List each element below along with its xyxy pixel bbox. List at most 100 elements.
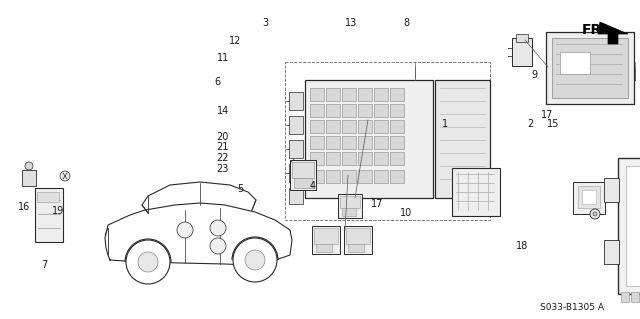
Bar [326,152,340,165]
Bar [374,170,388,183]
Circle shape [245,250,265,270]
Text: 8: 8 [403,18,410,28]
Bar [390,136,404,149]
Bar [374,120,388,133]
Bar [312,226,340,254]
Bar [516,34,528,42]
Bar [37,192,59,202]
Text: 4: 4 [309,181,316,191]
Bar [294,178,312,188]
Polygon shape [598,22,628,44]
Text: 17: 17 [541,110,554,120]
Bar [285,62,490,220]
Bar [292,162,314,178]
Bar [358,170,372,183]
Text: FR.: FR. [582,23,608,37]
Text: 21: 21 [216,142,229,152]
Bar [348,244,364,252]
Circle shape [210,238,226,254]
Bar [326,88,340,101]
Bar [342,120,356,133]
Bar [452,168,500,216]
Text: 13: 13 [344,18,357,28]
Bar [374,152,388,165]
Bar [305,80,433,198]
Text: 9: 9 [531,70,538,80]
Text: 6: 6 [214,77,221,87]
Text: 14: 14 [216,106,229,116]
Bar [546,32,634,104]
Bar [326,136,340,149]
Bar [573,182,605,214]
Text: 2: 2 [527,119,533,129]
Text: 18: 18 [515,241,528,251]
Text: 20: 20 [216,131,229,142]
Bar [314,228,338,244]
Bar [342,136,356,149]
Text: 3: 3 [262,18,269,28]
Text: 19: 19 [51,206,64,216]
Bar [342,104,356,117]
Text: 17: 17 [371,198,384,209]
Bar [338,194,362,218]
Bar [358,152,372,165]
Bar [289,188,303,204]
Circle shape [593,212,597,216]
Bar [621,292,629,302]
Bar [289,140,303,158]
Text: 22: 22 [216,153,229,163]
Bar [435,80,490,198]
Circle shape [590,209,600,219]
Bar [310,104,324,117]
Bar [390,88,404,101]
Text: 23: 23 [216,164,229,174]
Bar [578,186,600,208]
Bar [631,292,639,302]
Bar [560,52,590,74]
Circle shape [126,240,170,284]
Bar [358,120,372,133]
Bar [618,158,640,294]
Bar [390,120,404,133]
Bar [310,152,324,165]
Circle shape [25,162,33,170]
Text: 10: 10 [400,208,413,218]
Bar [390,152,404,165]
Bar [316,244,332,252]
Bar [310,136,324,149]
Circle shape [138,252,158,272]
Bar [346,228,370,244]
Bar [342,152,356,165]
Bar [552,38,628,98]
Bar [326,170,340,183]
Text: 15: 15 [547,119,560,129]
Bar [626,166,640,286]
Bar [310,120,324,133]
Bar [358,88,372,101]
Bar [390,104,404,117]
Bar [342,88,356,101]
Bar [310,170,324,183]
Text: 16: 16 [18,202,31,212]
Circle shape [60,171,70,181]
Bar [512,38,532,66]
Bar [326,104,340,117]
Text: 7: 7 [42,260,48,271]
Bar [604,240,619,264]
Bar [358,104,372,117]
Bar [344,226,372,254]
Bar [310,88,324,101]
Text: 11: 11 [216,53,229,63]
Bar [390,170,404,183]
Bar [358,136,372,149]
Text: 12: 12 [229,36,242,46]
Text: S033-B1305 A: S033-B1305 A [540,303,604,313]
Bar [326,120,340,133]
Circle shape [233,238,277,282]
Bar [374,104,388,117]
Bar [289,164,303,182]
Bar [22,170,36,186]
Bar [289,116,303,134]
Bar [342,170,356,183]
Bar [604,178,619,202]
